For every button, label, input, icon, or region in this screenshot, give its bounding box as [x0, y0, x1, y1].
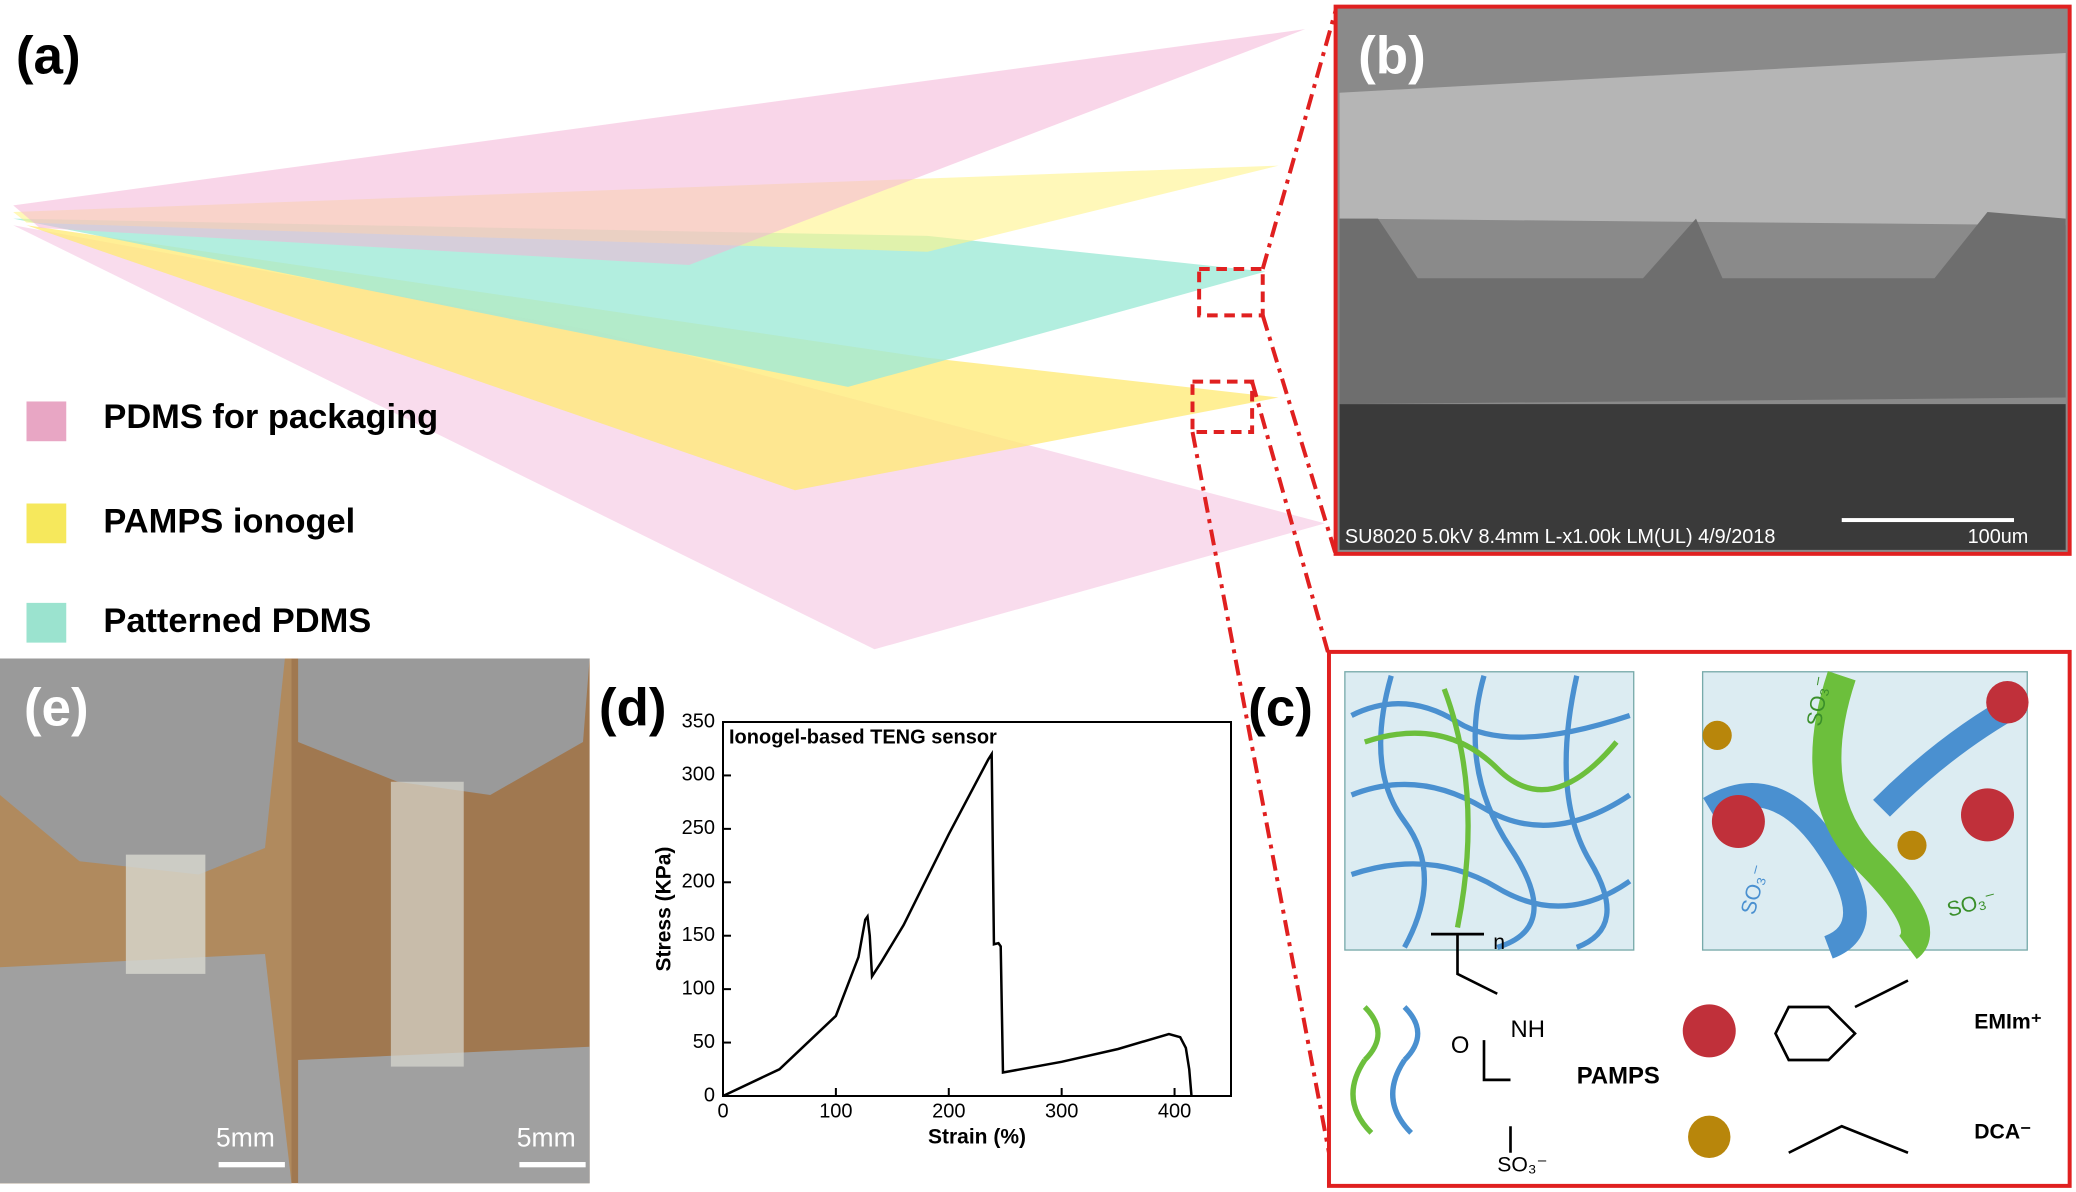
x-tick-label: 100: [819, 1100, 852, 1122]
plot-frame: [722, 721, 1232, 1097]
legend-label: PDMS for packaging: [103, 398, 438, 436]
y-tick-label: 50: [693, 1031, 715, 1053]
y-tick-label: 200: [682, 871, 715, 893]
panel-label: (a): [16, 27, 81, 86]
species-label: PAMPS: [1577, 1063, 1660, 1090]
zoom-box: [1190, 379, 1255, 434]
y-tick-label: 300: [682, 764, 715, 786]
scale-bar: [519, 1162, 586, 1168]
clamp: [0, 658, 285, 875]
zoom-lines: [1190, 10, 1338, 1154]
scale-bar: [1841, 518, 2015, 523]
legend-swatch: [26, 503, 67, 544]
y-tick-label: 100: [682, 977, 715, 999]
clamp: [0, 954, 292, 1184]
panel-label: (d): [599, 679, 667, 738]
x-tick-label: 300: [1045, 1100, 1078, 1122]
pamps-chain: [1390, 1005, 1421, 1135]
panel-label: (c): [1248, 679, 1313, 738]
x-tick-label: 400: [1158, 1100, 1191, 1122]
legend-swatch: [26, 602, 67, 643]
emim-structure: [1774, 979, 1909, 1062]
panel-label: (e): [24, 679, 89, 738]
sem-layer: [1339, 53, 2066, 226]
x-tick-label: 200: [932, 1100, 965, 1122]
species-label: EMIm⁺: [1974, 1010, 2042, 1033]
species-label: DCA⁻: [1974, 1120, 2031, 1143]
y-tick-label: 250: [682, 817, 715, 839]
photo-scale: 5mm: [517, 1123, 576, 1153]
pdms-top: [13, 29, 1306, 266]
layer-stack: [13, 29, 1325, 650]
legend-label: PAMPS ionogel: [103, 502, 355, 540]
ionogel-bottom: [26, 225, 1279, 491]
zoom-box: [1197, 266, 1265, 318]
x-axis-label: Strain (%): [928, 1126, 1026, 1149]
sem-layer: [1339, 404, 2066, 550]
y-axis-label: Stress (KPa): [653, 847, 676, 972]
stress-strain-curve: [722, 749, 1193, 1098]
illustrations: (a) (b) (c) (d) (e) PDMS for packaging P…: [0, 4, 2072, 1188]
chart-d: 0 100 200 300 400 0 50 100 150 200 250 300 350 Ionoge…: [653, 710, 1232, 1149]
legend-label: Patterned PDMS: [103, 602, 371, 640]
ionogel-top: [13, 165, 1279, 252]
y-tick-label: 0: [704, 1084, 715, 1106]
atom-label: n: [1493, 931, 1505, 954]
sample: [125, 854, 206, 974]
sample: [390, 781, 464, 1067]
atom-label: NH: [1510, 1016, 1544, 1043]
legend-swatch: [26, 401, 67, 442]
sem-scale: 100um: [1968, 526, 2029, 548]
pamps-structure: [1431, 932, 1512, 1153]
ions: [1682, 681, 2029, 1159]
clamp: [298, 658, 590, 795]
scale-bar: [218, 1162, 285, 1168]
photo-scale: 5mm: [216, 1123, 275, 1153]
patterned-pdms: [13, 218, 1266, 387]
y-tick-label: 150: [682, 924, 715, 946]
dca-structure: [1788, 1124, 1909, 1154]
chart-title: Ionogel-based TENG sensor: [729, 726, 997, 748]
clamp: [298, 1046, 590, 1184]
panel-label: (b): [1358, 27, 1426, 86]
x-tick-label: 0: [717, 1100, 728, 1122]
sem-layer: [1339, 212, 2066, 405]
atom-label: O: [1451, 1032, 1470, 1059]
pamps-chain: [1350, 1005, 1381, 1135]
atom-label: SO₃⁻: [1497, 1154, 1547, 1177]
sem-caption: SU8020 5.0kV 8.4mm L-x1.00k LM(UL) 4/9/2…: [1345, 526, 1776, 548]
y-tick-label: 350: [682, 710, 715, 732]
